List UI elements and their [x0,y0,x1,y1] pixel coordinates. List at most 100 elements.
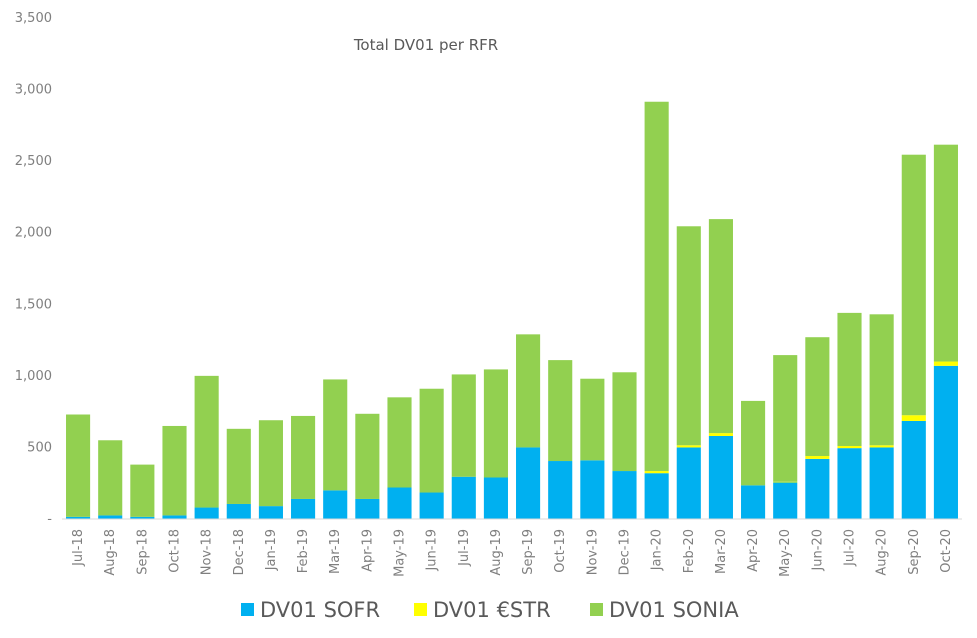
bar-dv01-sonia-sep-19 [516,334,541,448]
bar-dv01-sonia-dec-19 [612,372,637,472]
x-tick-label: Jul-19 [457,529,472,567]
x-tick-label: Oct-18 [168,529,183,573]
bar-dv01-str-sep-20 [901,415,926,421]
bar-dv01-sonia-feb-19 [291,415,316,499]
bar-dv01-sofr-may-20 [773,482,798,519]
bar-dv01-sofr-feb-20 [676,447,701,519]
bar-dv01-sonia-jun-20 [805,337,830,457]
x-tick-label: Oct-20 [939,529,954,573]
bar-dv01-sofr-jun-20 [805,458,830,519]
x-tick-label: Sep-19 [521,529,536,575]
bar-dv01-sonia-jan-20 [644,101,669,472]
bar-dv01-str-oct-20 [933,361,958,366]
y-tick-label: 1,000 [15,369,52,384]
y-tick-label: - [47,512,52,527]
bar-dv01-str-jul-20 [837,445,862,449]
bar-dv01-sonia-oct-18 [162,425,187,516]
bar-dv01-sofr-nov-18 [194,507,219,519]
bar-dv01-sonia-mar-19 [323,379,348,491]
bar-dv01-sonia-mar-20 [708,219,733,434]
bar-dv01-sofr-dec-18 [226,503,251,519]
bar-dv01-str-may-20 [773,481,798,483]
bar-dv01-sonia-jul-18 [66,414,91,517]
x-tick-label: Jun-20 [810,529,825,572]
x-tick-label: May-19 [393,529,408,577]
legend-label: DV01 SOFR [260,598,380,622]
bar-dv01-str-jan-20 [644,471,669,474]
bar-dv01-sofr-may-19 [387,487,412,519]
bar-dv01-sofr-jul-18 [66,516,91,519]
x-tick-label: Oct-19 [553,529,568,573]
x-tick-label: Feb-19 [296,529,311,573]
bar-dv01-sofr-jan-19 [258,506,283,519]
legend-swatch-dv01-sonia [590,603,603,616]
x-tick-label: Feb-20 [682,529,697,573]
bar-dv01-str-jun-20 [805,456,830,459]
bar-dv01-sofr-sep-19 [516,447,541,519]
legend-swatch-dv01-str [414,603,427,616]
x-tick-label: Jan-19 [264,529,279,571]
bar-dv01-sofr-jul-19 [451,476,476,519]
y-tick-label: 3,000 [15,83,52,98]
bar-dv01-sonia-apr-20 [741,400,766,486]
y-tick-label: 500 [27,440,52,455]
x-tick-label: Apr-20 [746,529,761,572]
bar-dv01-sofr-aug-20 [869,447,894,519]
bar-dv01-sofr-apr-19 [355,498,380,519]
bar-dv01-sofr-jul-20 [837,448,862,519]
x-tick-label: Aug-18 [103,529,118,576]
legend: DV01 SOFR DV01 €STR DV01 SONIA [241,598,739,622]
x-tick-label: Nov-19 [585,529,600,575]
bar-dv01-sofr-aug-19 [483,477,508,519]
bar-dv01-sofr-oct-18 [162,515,187,519]
bar-dv01-sofr-aug-18 [98,515,123,519]
bar-dv01-sofr-nov-19 [580,460,605,519]
bar-dv01-sofr-dec-19 [612,471,637,519]
bar-dv01-sonia-jan-19 [258,420,283,507]
x-tick-label: Sep-18 [135,529,150,575]
bar-dv01-sonia-feb-20 [676,226,701,446]
bar-dv01-sofr-apr-20 [741,485,766,519]
x-tick-label: Jun-19 [425,529,440,572]
bar-dv01-sonia-may-20 [773,355,798,482]
bar-dv01-sonia-jun-19 [419,388,444,493]
y-tick-label: 2,000 [15,226,52,241]
bar-dv01-sonia-oct-20 [933,144,958,362]
x-tick-label: Jul-18 [71,529,86,567]
x-tick-label: Jul-20 [843,529,858,567]
bar-dv01-sofr-feb-19 [291,498,316,519]
legend-label: DV01 €STR [433,598,551,622]
y-tick-label: 1,500 [15,297,52,312]
bar-dv01-sofr-jun-19 [419,492,444,519]
x-tick-label: May-20 [778,529,793,577]
bar-dv01-sofr-oct-20 [933,365,958,519]
bar-dv01-sonia-aug-19 [483,369,508,478]
bar-dv01-sonia-aug-18 [98,440,123,516]
y-tick-label: 3,500 [15,11,52,26]
x-tick-label: Apr-19 [360,529,375,572]
x-tick-label: Aug-20 [875,529,890,576]
bars [66,101,958,519]
bar-dv01-sonia-nov-19 [580,378,605,461]
x-tick-label: Dec-18 [232,529,247,575]
bar-dv01-sonia-jul-20 [837,312,862,446]
x-tick-label: Jan-20 [650,529,665,571]
bar-dv01-sofr-jan-20 [644,473,669,519]
bar-dv01-sonia-aug-20 [869,314,894,446]
y-tick-label: 2,500 [15,154,52,169]
bar-dv01-sofr-sep-18 [130,516,155,519]
bar-dv01-str-mar-20 [708,433,733,436]
bar-dv01-sonia-oct-19 [548,360,573,462]
bar-dv01-sonia-sep-20 [901,154,926,416]
legend-label: DV01 SONIA [609,598,739,622]
bar-dv01-sonia-apr-19 [355,413,380,499]
bar-dv01-sofr-mar-19 [323,490,348,519]
x-tick-label: Sep-20 [907,529,922,575]
x-tick-label: Mar-20 [714,529,729,574]
x-tick-label: Nov-18 [200,529,215,575]
bar-dv01-str-aug-20 [869,445,894,448]
legend-swatch-dv01-sofr [241,603,254,616]
bar-dv01-sonia-dec-18 [226,428,251,504]
x-tick-label: Dec-19 [618,529,633,575]
